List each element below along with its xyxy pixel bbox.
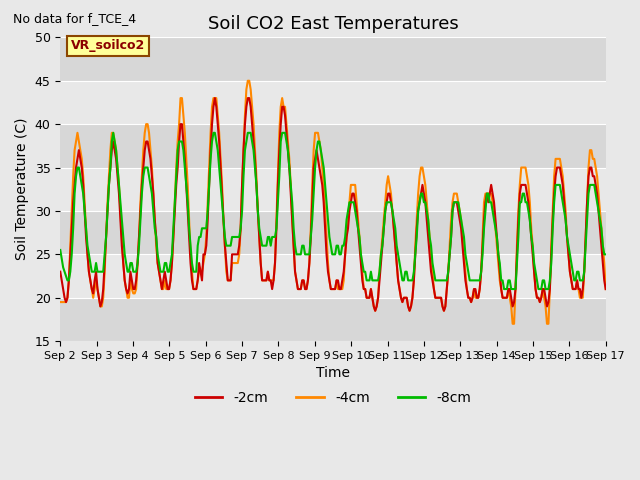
Bar [60, 124, 605, 168]
X-axis label: Time: Time [316, 366, 350, 381]
Bar [60, 37, 605, 81]
Legend: -2cm, -4cm, -8cm: -2cm, -4cm, -8cm [189, 385, 477, 410]
Text: No data for f_TCE_4: No data for f_TCE_4 [13, 12, 136, 25]
Bar [60, 211, 605, 254]
Y-axis label: Soil Temperature (C): Soil Temperature (C) [15, 118, 29, 261]
Bar [60, 298, 605, 341]
Text: VR_soilco2: VR_soilco2 [71, 39, 145, 52]
Title: Soil CO2 East Temperatures: Soil CO2 East Temperatures [207, 15, 458, 33]
